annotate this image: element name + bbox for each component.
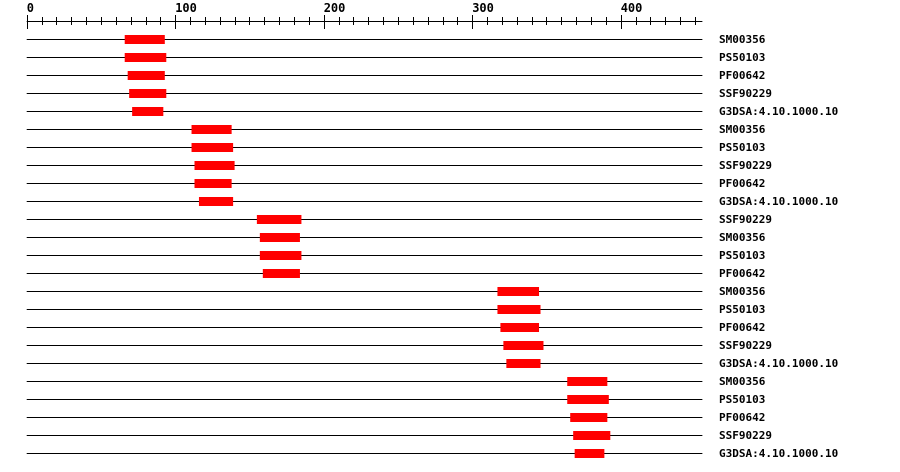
domain-bar	[574, 449, 605, 458]
track-row: SSF90229	[26, 213, 772, 226]
domain-bar	[259, 233, 300, 242]
track-row: PS50103	[26, 51, 765, 64]
track-label: PS50103	[719, 249, 765, 262]
domain-bar	[497, 287, 540, 296]
domain-bar	[191, 143, 234, 152]
track-label: SM00356	[719, 123, 766, 136]
track-label: G3DSA:4.10.1000.10	[719, 105, 838, 118]
track-row: PF00642	[26, 177, 765, 190]
domain-bar	[259, 251, 302, 260]
axis-tick-label: 300	[472, 1, 494, 15]
track-label: PS50103	[719, 303, 765, 316]
track-label: PF00642	[719, 69, 765, 82]
track-row: SSF90229	[26, 87, 772, 100]
domain-bar	[194, 161, 235, 170]
track-label: PS50103	[719, 141, 765, 154]
track-label: SSF90229	[719, 159, 772, 172]
domain-bar	[194, 179, 232, 188]
track-row: G3DSA:4.10.1000.10	[26, 105, 838, 118]
track-row: PS50103	[26, 249, 765, 262]
domain-bar	[262, 269, 300, 278]
domain-bar	[500, 323, 540, 332]
track-label: PF00642	[719, 321, 765, 334]
domain-bar	[132, 107, 164, 116]
domain-bar	[129, 89, 167, 98]
track-label: SM00356	[719, 33, 766, 46]
domain-bar	[573, 431, 611, 440]
track-label: PF00642	[719, 411, 765, 424]
track-row: G3DSA:4.10.1000.10	[26, 447, 838, 460]
track-row: PF00642	[26, 411, 765, 424]
track-row: PS50103	[26, 393, 765, 406]
domain-bar	[497, 305, 541, 314]
track-label: PF00642	[719, 177, 765, 190]
track-row: SSF90229	[26, 339, 772, 352]
axis-tick-label: 0	[27, 1, 34, 15]
domain-bar	[191, 125, 232, 134]
track-label: SM00356	[719, 285, 766, 298]
track-row: SM00356	[26, 123, 766, 136]
track-row: PF00642	[26, 267, 765, 280]
track-label: SSF90229	[719, 87, 772, 100]
track-row: PS50103	[26, 303, 765, 316]
track-label: SM00356	[719, 231, 766, 244]
domain-bar	[124, 53, 167, 62]
track-row: SSF90229	[26, 159, 772, 172]
domain-bar	[506, 359, 541, 368]
track-row: PF00642	[26, 321, 765, 334]
domain-bar	[124, 35, 165, 44]
domain-bar	[567, 377, 608, 386]
track-row: SM00356	[26, 33, 766, 46]
domain-bar	[503, 341, 544, 350]
track-row: PF00642	[26, 69, 765, 82]
domain-bar	[256, 215, 302, 224]
track-row: G3DSA:4.10.1000.10	[26, 195, 838, 208]
track-label: PS50103	[719, 393, 765, 406]
axis-tick-label: 100	[175, 1, 197, 15]
domain-bar	[570, 413, 608, 422]
track-label: SSF90229	[719, 213, 772, 226]
track-label: SSF90229	[719, 429, 772, 442]
track-row: SM00356	[26, 231, 766, 244]
track-label: G3DSA:4.10.1000.10	[719, 195, 838, 208]
axis-tick-label: 400	[621, 1, 643, 15]
track-label: SM00356	[719, 375, 766, 388]
track-row: SSF90229	[26, 429, 772, 442]
track-label: PS50103	[719, 51, 765, 64]
track-label: SSF90229	[719, 339, 772, 352]
domain-bar	[567, 395, 609, 404]
track-label: G3DSA:4.10.1000.10	[719, 447, 838, 460]
track-row: G3DSA:4.10.1000.10	[26, 357, 838, 370]
track-label: G3DSA:4.10.1000.10	[719, 357, 838, 370]
track-row: PS50103	[26, 141, 765, 154]
domain-bar	[127, 71, 165, 80]
track-row: SM00356	[26, 285, 766, 298]
track-label: PF00642	[719, 267, 765, 280]
axis-tick-label: 200	[324, 1, 346, 15]
track-row: SM00356	[26, 375, 766, 388]
domain-bar	[198, 197, 234, 206]
